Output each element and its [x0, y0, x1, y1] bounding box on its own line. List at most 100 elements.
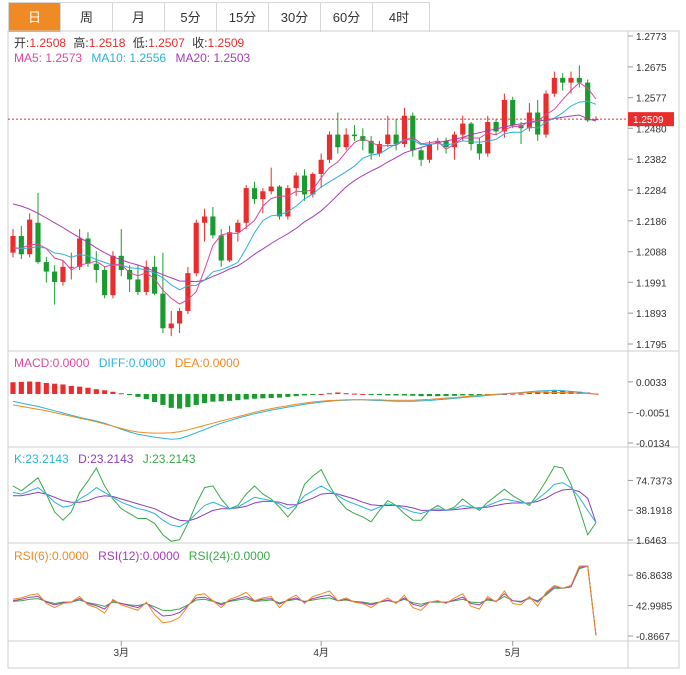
- candle: [18, 225, 24, 259]
- candle-body: [460, 123, 466, 135]
- candle-body: [393, 134, 399, 145]
- macd-bar: [135, 393, 141, 397]
- ma-lines: [12, 81, 597, 305]
- candle-body: [77, 238, 83, 267]
- macd-bar: [176, 393, 183, 409]
- candle: [560, 73, 566, 91]
- tab-day[interactable]: 日: [9, 3, 61, 32]
- dea-label: DEA:0.0000: [175, 356, 240, 370]
- candle: [93, 251, 99, 283]
- candle: [193, 219, 199, 277]
- macd-readout: MACD:0.0000 DIFF:0.0000 DEA:0.0000: [14, 356, 240, 370]
- macd-bar: [35, 381, 41, 394]
- candle-body: [551, 77, 557, 94]
- kdj-pane: 74.7373 38.1918 1.6463: [12, 465, 673, 547]
- ma5-line: [12, 81, 597, 305]
- rsi12-label: RSI(12):0.0000: [98, 549, 180, 563]
- candle-body: [210, 216, 216, 236]
- macd-bar: [343, 393, 349, 395]
- macd-bar: [335, 392, 341, 394]
- candle-body: [301, 175, 308, 195]
- candle: [460, 115, 466, 141]
- candle: [185, 266, 191, 315]
- candle-body: [93, 263, 99, 270]
- price-tick-label: 1.2284: [636, 186, 667, 197]
- candle-body: [426, 144, 433, 160]
- macd-bar: [27, 381, 33, 394]
- macd-bar: [476, 393, 482, 396]
- candle-body: [218, 235, 224, 261]
- candle-body: [243, 188, 249, 223]
- candle-body: [160, 293, 166, 329]
- candle: [27, 213, 33, 258]
- candle-body: [476, 144, 482, 154]
- close-label: 收:: [192, 36, 207, 50]
- dea-line: [12, 391, 597, 434]
- price-tick-label: 1.2577: [636, 94, 667, 105]
- macd-bar: [235, 393, 241, 401]
- macd-bar: [318, 393, 324, 395]
- rsi24-line: [12, 565, 597, 636]
- rsi24-label: RSI(24):0.0000: [189, 549, 271, 563]
- macd-bar: [293, 393, 299, 397]
- tab-4hour[interactable]: 4时: [373, 3, 425, 32]
- macd-bar: [218, 393, 224, 402]
- candle: [210, 207, 216, 239]
- macd-bar: [410, 393, 416, 396]
- candle-body: [493, 121, 499, 132]
- candle: [243, 184, 249, 230]
- candle-body: [485, 121, 491, 154]
- tab-30min[interactable]: 30分: [269, 3, 321, 32]
- candle-body: [235, 222, 241, 233]
- j-line: [12, 465, 597, 542]
- candle-body: [176, 310, 183, 324]
- candle: [418, 147, 424, 167]
- candle: [251, 181, 258, 204]
- macd-bar: [510, 393, 516, 395]
- candle: [235, 219, 241, 242]
- candle: [293, 172, 299, 196]
- tab-60min[interactable]: 60分: [321, 3, 373, 32]
- macd-bar: [85, 387, 91, 394]
- candle-body: [418, 150, 424, 160]
- macd-tick-label: 0.0033: [636, 378, 667, 389]
- macd-tick-label: -0.0051: [636, 409, 670, 420]
- macd-bar: [426, 393, 433, 397]
- tab-week[interactable]: 周: [61, 3, 113, 32]
- macd-bar: [418, 393, 424, 397]
- candle: [10, 229, 16, 258]
- macd-bar: [201, 393, 208, 404]
- tab-5min[interactable]: 5分: [165, 3, 217, 32]
- candle: [351, 125, 358, 141]
- candle-body: [443, 140, 449, 148]
- candle-body: [185, 273, 191, 311]
- macd-bar: [276, 393, 283, 398]
- candle-body: [85, 238, 91, 264]
- candle: [301, 169, 308, 201]
- candle: [110, 251, 116, 299]
- tab-15min[interactable]: 15分: [217, 3, 269, 32]
- macd-bar: [185, 393, 191, 408]
- macd-bar: [326, 393, 333, 395]
- candle: [318, 153, 324, 189]
- candle: [343, 128, 349, 151]
- macd-bar: [10, 382, 16, 394]
- candle: [468, 121, 474, 151]
- close-value: 1.2509: [208, 36, 245, 50]
- candle-body: [576, 77, 582, 83]
- period-tabs: 日 周 月 5分 15分 30分 60分 4时: [8, 2, 430, 32]
- candle-body: [385, 134, 391, 145]
- macd-bar: [593, 393, 599, 395]
- candle-body: [326, 134, 333, 160]
- tab-month[interactable]: 月: [113, 3, 165, 32]
- macd-bar: [18, 381, 24, 394]
- macd-bar: [443, 393, 449, 397]
- macd-bar: [451, 393, 457, 396]
- price-tick-label: 1.1893: [636, 309, 667, 320]
- candle-body: [60, 266, 66, 282]
- candle-body: [18, 235, 24, 255]
- candle: [77, 229, 83, 270]
- candle: [510, 96, 516, 129]
- candle: [118, 229, 124, 277]
